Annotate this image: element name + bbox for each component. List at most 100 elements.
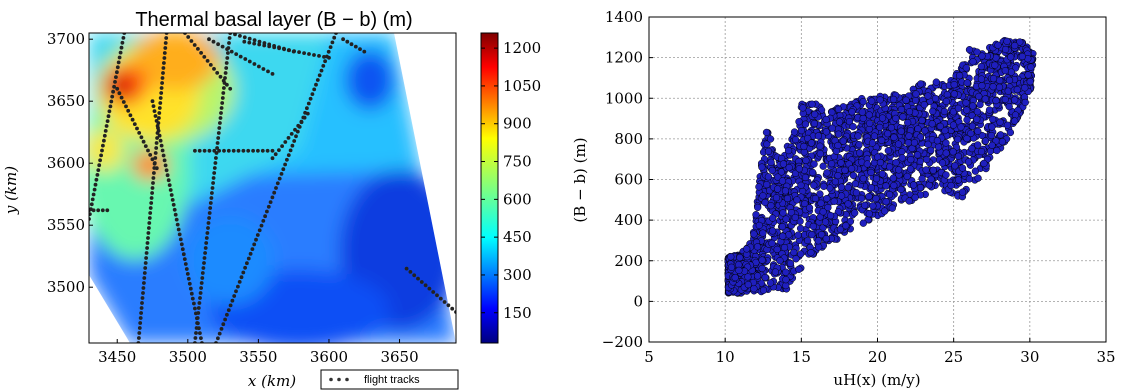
flight-track-point <box>178 237 183 242</box>
flight-track-point <box>196 321 200 326</box>
scatter-point <box>768 239 776 247</box>
flight-track-point <box>302 51 306 55</box>
flight-track-point <box>202 261 206 265</box>
flight-track-point <box>209 196 214 200</box>
flight-track-point <box>265 148 270 153</box>
scatter-point <box>905 108 914 116</box>
scatter-point <box>1027 63 1035 71</box>
flight-track-point <box>450 306 455 311</box>
flight-track-point <box>326 49 331 54</box>
flight-track-point <box>89 212 92 216</box>
scatter-point <box>839 137 847 145</box>
scatter-point <box>1021 84 1029 92</box>
scatter-point <box>727 253 735 261</box>
flight-track-point <box>135 126 139 131</box>
scatter-point <box>795 165 803 173</box>
scatter-point <box>954 104 963 112</box>
flight-track-point <box>292 49 296 54</box>
scatter-point <box>779 160 788 168</box>
colorbar-tick-label: 1050 <box>503 77 541 95</box>
flight-track-point <box>257 39 262 44</box>
scatter-point <box>780 243 789 252</box>
flight-track-point <box>317 54 321 58</box>
flight-track-point <box>198 331 202 335</box>
flight-track-point <box>110 94 115 99</box>
flight-track-point <box>100 208 105 213</box>
flight-track-point <box>245 261 249 266</box>
scatter-point <box>978 82 986 90</box>
flight-track-point <box>208 206 213 210</box>
scatter-point <box>826 184 834 192</box>
flight-track-point <box>285 157 289 162</box>
scatter-point <box>736 253 744 262</box>
scatter-point <box>954 152 963 160</box>
scatter-point <box>794 231 802 239</box>
heatmap-y-tick-label: 3600 <box>47 154 85 172</box>
flight-track-point <box>202 55 207 59</box>
scatter-point <box>899 113 907 121</box>
scatter-point <box>922 155 931 164</box>
flight-track-point <box>157 133 162 138</box>
flight-track-point <box>277 148 281 153</box>
scatter-point <box>884 146 892 155</box>
scatter-point <box>957 123 965 131</box>
scatter-point <box>851 180 860 188</box>
scatter-point <box>807 139 816 147</box>
scatter-point <box>865 192 873 201</box>
scatter-point <box>816 150 824 158</box>
scatter-point <box>819 208 827 216</box>
scatter-point <box>989 83 997 91</box>
colorbar-gradient <box>480 32 499 344</box>
flight-track-point <box>221 78 226 83</box>
flight-track-point <box>204 241 209 245</box>
scatter-point <box>773 245 781 254</box>
scatter-point <box>894 140 903 148</box>
scatter-point <box>955 71 964 80</box>
scatter-point <box>1018 52 1026 61</box>
scatter-point <box>778 222 787 231</box>
scatter-point <box>942 97 950 106</box>
scatter-point <box>938 159 947 167</box>
flight-track-point <box>221 91 226 95</box>
scatter-point <box>797 181 805 189</box>
scatter-point <box>824 203 832 212</box>
scatter-point <box>950 90 958 98</box>
flight-track-point <box>217 148 222 153</box>
flight-track-point <box>159 86 164 90</box>
scatter-point <box>868 97 876 105</box>
scatter-point <box>964 158 973 166</box>
flight-track-point <box>202 148 207 153</box>
scatter-point <box>778 177 787 185</box>
scatter-point <box>907 155 915 164</box>
scatter-point <box>927 175 935 183</box>
scatter-point <box>968 144 976 153</box>
scatter-point <box>790 248 798 257</box>
flight-track-point <box>160 76 165 80</box>
scatter-point <box>1006 128 1015 137</box>
scatter-point <box>906 165 915 173</box>
scatter-point <box>816 190 824 198</box>
scatter-point <box>851 209 859 217</box>
flight-track-point <box>246 148 251 153</box>
flight-track-point <box>238 34 242 38</box>
scatter-point <box>808 168 817 177</box>
scatter-point <box>866 119 874 127</box>
scatter-point <box>902 96 910 104</box>
flight-track-point <box>353 44 358 49</box>
scatter-point <box>998 138 1007 146</box>
flight-track-point <box>118 50 123 55</box>
flight-track-point <box>419 280 424 284</box>
flight-track-point <box>261 67 266 71</box>
scatter-point <box>989 115 997 123</box>
flight-track-point <box>196 306 201 310</box>
scatter-point <box>791 213 799 222</box>
scatter-point <box>769 214 777 222</box>
scatter-x-tick-label: 30 <box>1020 348 1039 366</box>
flight-track-point <box>310 92 315 96</box>
scatter-point <box>885 190 894 199</box>
flight-track-point <box>323 59 327 64</box>
flight-track-point <box>153 156 158 160</box>
scatter-point <box>975 92 983 101</box>
flight-track-point <box>161 66 166 70</box>
